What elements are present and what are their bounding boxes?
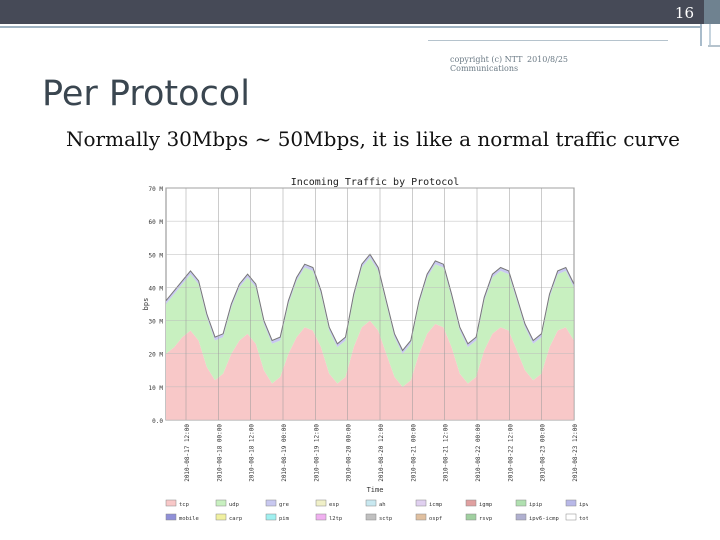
- legend-label: ah: [379, 502, 386, 508]
- legend-label: ospf: [429, 516, 442, 522]
- slide-title: Per Protocol: [42, 74, 250, 114]
- decor-horizontal-line: [708, 45, 720, 47]
- x-tick-label: 2010-08-21 00:00: [410, 424, 417, 482]
- legend-swatch: [315, 499, 327, 507]
- legend-swatch: [565, 513, 577, 521]
- legend-swatch: [165, 499, 177, 507]
- chart-title: Incoming Traffic by Protocol: [291, 177, 460, 188]
- decor-horizontal-line: [428, 40, 668, 41]
- decor-horizontal-line: [0, 26, 702, 28]
- x-tick-label: 2010-08-19 12:00: [313, 424, 320, 482]
- copyright-line: copyright (c) NTT: [450, 55, 523, 64]
- x-tick-label: 2010-08-17 12:00: [184, 424, 191, 482]
- x-axis-label: Time: [367, 486, 384, 494]
- x-tick-label: 2010-08-22 12:00: [507, 424, 514, 482]
- legend-label: ipv6-icmp: [529, 516, 559, 522]
- legend-swatch: [365, 499, 377, 507]
- y-tick-label: 20 M: [149, 352, 164, 359]
- legend-label: tcp: [179, 502, 189, 508]
- legend-label: sctp: [379, 516, 392, 522]
- series-area-tcp: [166, 320, 574, 420]
- x-tick-label: 2010-08-19 00:00: [281, 424, 288, 482]
- page-number: 16: [674, 4, 694, 22]
- x-tick-label: 2010-08-23 12:00: [572, 424, 579, 482]
- copyright-line: Communications: [450, 64, 519, 73]
- x-tick-label: 2010-08-20 00:00: [346, 424, 353, 482]
- slide-subtitle: Normally 30Mbps ~ 50Mbps, it is like a n…: [66, 127, 681, 151]
- y-tick-label: 0.0: [152, 418, 163, 425]
- legend-swatch: [215, 513, 227, 521]
- legend-label: igmp: [479, 502, 492, 508]
- legend-swatch: [565, 499, 577, 507]
- legend-swatch: [215, 499, 227, 507]
- top-bar: [0, 0, 704, 24]
- y-axis-label: bps: [142, 298, 150, 311]
- legend-label: total: [579, 516, 588, 522]
- legend-swatch: [415, 499, 427, 507]
- slide-date: 2010/8/25: [527, 55, 569, 64]
- legend-swatch: [465, 499, 477, 507]
- legend-swatch: [315, 513, 327, 521]
- legend-label: esp: [329, 502, 339, 508]
- x-tick-label: 2010-08-18 00:00: [216, 424, 223, 482]
- legend-label: mobile: [179, 516, 199, 522]
- y-tick-label: 60 M: [149, 219, 164, 226]
- y-tick-label: 30 M: [149, 319, 164, 326]
- legend-swatch: [465, 513, 477, 521]
- x-tick-label: 2010-08-21 12:00: [443, 424, 450, 482]
- legend-swatch: [265, 499, 277, 507]
- y-tick-label: 50 M: [149, 252, 164, 259]
- legend-label: icmp: [429, 502, 442, 508]
- x-tick-label: 2010-08-20 12:00: [378, 424, 385, 482]
- traffic-chart: Incoming Traffic by Protocol 0.0 10 M 20 M 3…: [142, 177, 588, 522]
- y-tick-label: 10 M: [149, 385, 164, 392]
- x-tick-label: 2010-08-22 00:00: [475, 424, 482, 482]
- legend-label: udp: [229, 502, 239, 508]
- legend-swatch: [365, 513, 377, 521]
- legend-swatch: [165, 513, 177, 521]
- series-area-udp: [166, 257, 574, 387]
- copyright-note: copyright (c) NTT Communications: [450, 55, 522, 73]
- legend-swatch: [265, 513, 277, 521]
- x-tick-label: 2010-08-23 00:00: [540, 424, 547, 482]
- y-tick-label: 70 M: [149, 186, 164, 193]
- y-tick-label: 40 M: [149, 285, 164, 292]
- legend-swatch: [515, 499, 527, 507]
- legend-label: ipip: [529, 502, 542, 508]
- legend-label: ipv6: [579, 502, 588, 508]
- decor-vertical-line: [709, 24, 711, 46]
- legend-label: pim: [279, 516, 290, 522]
- decor-vertical-line: [700, 24, 702, 46]
- legend-swatch: [415, 513, 427, 521]
- legend-label: rsvp: [479, 516, 492, 522]
- top-bar-accent: [704, 0, 720, 24]
- legend-label: gre: [279, 502, 289, 508]
- legend-label: l2tp: [329, 516, 342, 522]
- legend-swatch: [515, 513, 527, 521]
- series-area-gre: [166, 254, 574, 354]
- legend-label: carp: [229, 516, 242, 522]
- x-tick-label: 2010-08-18 12:00: [249, 424, 256, 482]
